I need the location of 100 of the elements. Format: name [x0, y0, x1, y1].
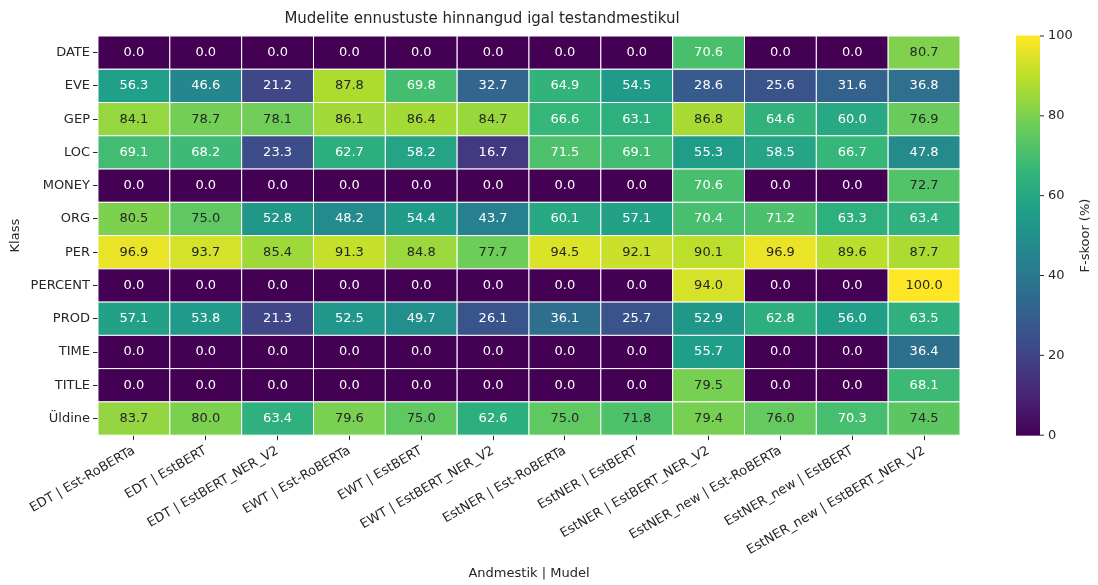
data-label: 79.5: [694, 376, 724, 392]
data-label: 62.7: [334, 143, 364, 159]
data-label: 64.9: [550, 77, 580, 93]
data-label: 0.0: [267, 376, 288, 392]
data-label: 56.3: [119, 77, 149, 93]
data-label: 0.0: [841, 343, 863, 359]
data-label: 25.6: [765, 77, 795, 93]
data-label: 0.0: [195, 276, 217, 292]
color-bar-label: 0: [1048, 426, 1057, 442]
data-label: 86.1: [334, 110, 364, 126]
color-bar-label: 40: [1048, 266, 1065, 282]
y-tick-label: PER: [64, 243, 90, 259]
color-bar-label: 20: [1048, 346, 1065, 362]
data-label: 0.0: [123, 343, 145, 359]
data-label: 86.8: [694, 110, 724, 126]
data-label: 0.0: [195, 177, 217, 193]
data-label: 23.3: [263, 143, 293, 159]
data-label: 83.7: [119, 409, 149, 425]
data-label: 84.8: [406, 243, 436, 259]
data-label: 46.6: [191, 77, 221, 93]
data-label: 0.0: [482, 44, 504, 60]
data-label: 62.8: [765, 310, 795, 326]
x-axis-title: Andmestik | Mudel: [468, 564, 590, 580]
data-label: 71.5: [550, 143, 580, 159]
data-label: 0.0: [626, 276, 648, 292]
chart-title: Mudelite ennustuste hinnangud igal testandmestikul: [284, 8, 680, 27]
y-tick-label: TIME: [57, 343, 90, 359]
data-label: 100.0: [905, 276, 943, 292]
data-label: 70.6: [694, 177, 724, 193]
data-label: 0.0: [339, 44, 360, 60]
data-label: 84.7: [478, 110, 508, 126]
data-label: 36.4: [909, 343, 939, 359]
data-label: 47.8: [909, 143, 939, 159]
data-label: 0.0: [554, 44, 576, 60]
data-label: 0.0: [482, 376, 504, 392]
data-label: 84.1: [119, 110, 149, 126]
data-label: 66.7: [837, 143, 867, 159]
data-label: 63.1: [622, 110, 652, 126]
data-label: 0.0: [410, 376, 432, 392]
color-bar-label: 80: [1048, 107, 1065, 123]
data-label: 43.7: [478, 210, 508, 226]
data-label: 0.0: [770, 376, 791, 392]
data-label: 76.9: [909, 110, 939, 126]
data-label: 69.1: [119, 143, 149, 159]
data-label: 0.0: [267, 343, 288, 359]
data-label: 75.0: [550, 409, 580, 425]
data-label: 57.1: [622, 210, 652, 226]
data-label: 26.1: [478, 310, 508, 326]
data-label: 0.0: [339, 276, 360, 292]
y-tick-label: PROD: [52, 310, 90, 326]
data-label: 0.0: [410, 44, 432, 60]
data-label: 0.0: [339, 376, 360, 392]
data-label: 0.0: [123, 177, 145, 193]
data-label: 36.1: [550, 310, 580, 326]
data-label: 78.7: [191, 110, 221, 126]
data-label: 69.1: [622, 143, 652, 159]
y-tick-label: PERCENT: [30, 276, 91, 292]
data-label: 74.5: [909, 409, 939, 425]
data-label: 32.7: [478, 77, 508, 93]
data-label: 89.6: [837, 243, 867, 259]
data-label: 0.0: [410, 276, 432, 292]
data-label: 28.6: [694, 77, 724, 93]
data-label: 70.4: [694, 210, 724, 226]
data-label: 75.0: [406, 409, 436, 425]
data-label: 21.2: [263, 77, 293, 93]
data-label: 96.9: [119, 243, 149, 259]
data-label: 58.5: [765, 143, 795, 159]
data-label: 87.8: [334, 77, 364, 93]
data-label: 75.0: [191, 210, 221, 226]
data-label: 0.0: [626, 343, 648, 359]
data-label: 71.2: [765, 210, 795, 226]
data-label: 0.0: [195, 376, 217, 392]
y-tick-label: LOC: [63, 143, 90, 159]
data-label: 0.0: [841, 376, 863, 392]
data-label: 66.6: [550, 110, 580, 126]
data-label: 92.1: [622, 243, 652, 259]
data-label: 64.6: [765, 110, 795, 126]
data-label: 0.0: [770, 177, 791, 193]
data-label: 58.2: [406, 143, 436, 159]
data-label: 93.7: [191, 243, 221, 259]
data-label: 0.0: [267, 276, 288, 292]
data-label: 68.2: [191, 143, 221, 159]
data-label: 52.9: [694, 310, 724, 326]
data-label: 70.3: [837, 409, 867, 425]
data-label: 54.4: [406, 210, 436, 226]
data-label: 0.0: [123, 276, 145, 292]
data-label: 0.0: [626, 44, 648, 60]
color-bar-title: F-skoor (%): [1077, 198, 1093, 273]
data-label: 86.4: [406, 110, 436, 126]
y-tick-label: GEP: [63, 110, 91, 126]
data-label: 54.5: [622, 77, 652, 93]
data-label: 0.0: [195, 343, 217, 359]
data-label: 57.1: [119, 310, 149, 326]
y-tick-label: DATE: [56, 44, 90, 60]
data-label: 85.4: [263, 243, 293, 259]
data-label: 0.0: [482, 276, 504, 292]
data-label: 0.0: [123, 376, 145, 392]
data-label: 0.0: [626, 376, 648, 392]
data-label: 63.3: [837, 210, 867, 226]
data-label: 63.5: [909, 310, 939, 326]
